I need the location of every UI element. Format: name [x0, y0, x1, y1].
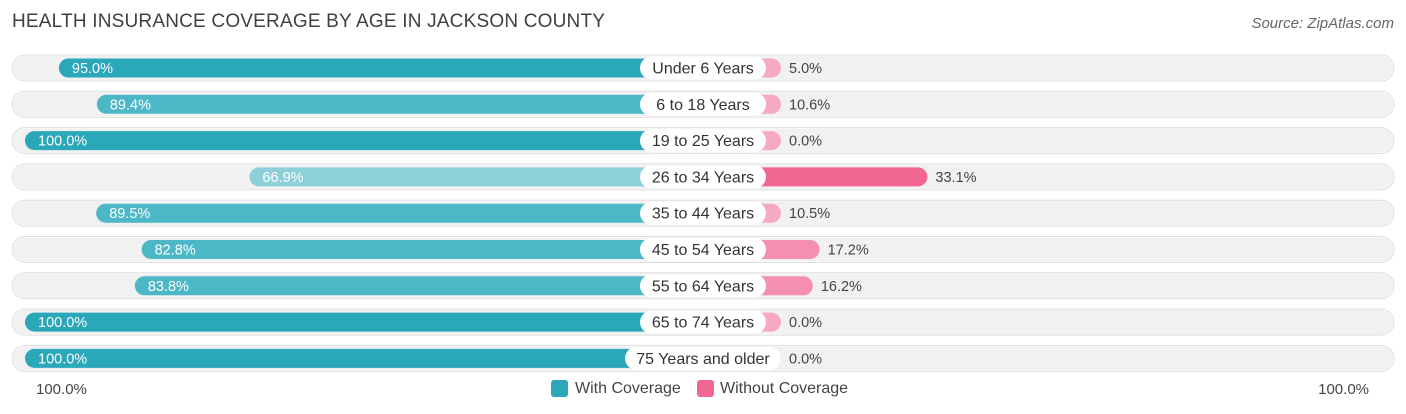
category-label: 45 to 54 Years: [652, 242, 754, 259]
chart-title: HEALTH INSURANCE COVERAGE BY AGE IN JACK…: [12, 11, 606, 32]
axis-right-label: 100.0%: [1318, 381, 1369, 398]
bar-with-coverage: [58, 58, 703, 78]
bar-with-coverage: [134, 276, 703, 296]
value-label-without: 33.1%: [935, 170, 976, 186]
axis-left-label: 100.0%: [36, 381, 87, 398]
value-label-without: 10.5%: [789, 206, 830, 222]
bar-with-coverage: [25, 131, 703, 151]
legend-label-with-coverage: With Coverage: [575, 380, 681, 397]
value-label-without: 5.0%: [789, 61, 822, 77]
category-pill: [640, 56, 766, 80]
source-label[interactable]: Source: ZipAtlas.com: [1251, 15, 1394, 32]
bar-with-coverage: [249, 167, 703, 187]
category-label: 35 to 44 Years: [652, 206, 754, 223]
category-label: 75 Years and older: [636, 351, 770, 368]
category-label: 6 to 18 Years: [656, 97, 749, 114]
category-pill: [640, 274, 766, 298]
bar-with-coverage: [96, 203, 703, 223]
value-label-with: 83.8%: [148, 279, 189, 295]
chart-area: 95.0% 5.0% Under 6 Years 89.4% 10.6% 6 to 18 …: [11, 54, 1395, 372]
value-label-without: 10.6%: [789, 97, 830, 113]
value-label-with: 100.0%: [38, 351, 87, 367]
legend-label-without-coverage: Without Coverage: [720, 380, 849, 397]
category-pill: [640, 238, 766, 261]
value-label-with: 100.0%: [38, 315, 87, 331]
category-label: 26 to 34 Years: [652, 169, 754, 186]
category-label: Under 6 Years: [652, 61, 753, 78]
value-label-without: 17.2%: [828, 243, 869, 259]
value-label-with: 66.9%: [262, 170, 303, 186]
value-label-with: 82.8%: [155, 243, 196, 259]
legend: With Coverage Without Coverage: [0, 379, 1406, 401]
value-label-without: 0.0%: [789, 351, 822, 367]
bar-with-coverage: [141, 240, 704, 259]
value-label-with: 95.0%: [72, 61, 113, 77]
value-label-with: 100.0%: [38, 134, 87, 150]
bar-with-coverage: [25, 312, 703, 332]
legend-swatch-without-coverage: [697, 380, 714, 397]
value-label-without: 16.2%: [821, 279, 862, 295]
value-label-with: 89.5%: [109, 206, 150, 222]
legend-swatch-with-coverage: [551, 380, 568, 397]
category-label: 19 to 25 Years: [652, 133, 754, 150]
bar-with-coverage: [96, 94, 704, 114]
category-pill: [640, 310, 766, 334]
category-pill: [640, 129, 766, 153]
category-pill: [640, 92, 766, 116]
value-label-with: 89.4%: [110, 97, 151, 113]
bar-with-coverage: [25, 348, 703, 368]
category-label: 55 to 64 Years: [652, 278, 754, 295]
category-pill: [640, 165, 766, 189]
category-pill: [640, 201, 766, 225]
category-label: 65 to 74 Years: [652, 315, 754, 332]
value-label-without: 0.0%: [789, 134, 822, 150]
value-label-without: 0.0%: [789, 315, 822, 331]
category-pill: [625, 346, 781, 370]
